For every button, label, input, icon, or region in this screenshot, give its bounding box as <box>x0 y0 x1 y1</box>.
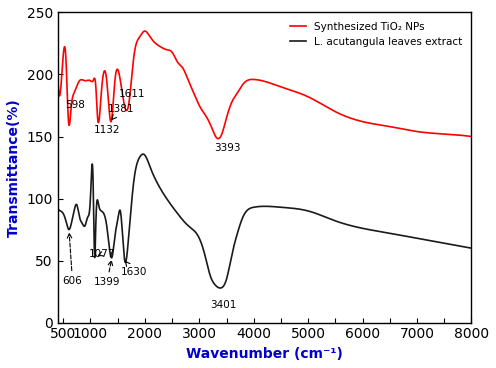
L. acutangula leaves extract <box>469 246 475 250</box>
Text: 1399: 1399 <box>94 261 120 287</box>
Synthesized TiO₂ NPs <box>215 137 221 141</box>
Text: 3393: 3393 <box>215 144 241 153</box>
L. acutangula leaves extract <box>140 152 146 156</box>
Synthesized TiO₂ NPs <box>395 126 401 130</box>
Synthesized TiO₂ NPs <box>213 135 219 139</box>
Y-axis label: Transmittance(%): Transmittance(%) <box>7 98 21 237</box>
Text: 3401: 3401 <box>210 300 237 310</box>
Synthesized TiO₂ NPs <box>142 29 148 33</box>
Text: 1630: 1630 <box>121 262 147 277</box>
Synthesized TiO₂ NPs <box>364 120 370 125</box>
L. acutangula leaves extract <box>324 215 330 220</box>
Text: 1077: 1077 <box>89 249 116 259</box>
Synthesized TiO₂ NPs <box>324 105 330 109</box>
Synthesized TiO₂ NPs <box>55 72 61 77</box>
Text: 1611: 1611 <box>119 89 146 99</box>
Text: 1132: 1132 <box>94 125 120 135</box>
X-axis label: Wavenumber (cm⁻¹): Wavenumber (cm⁻¹) <box>186 347 343 361</box>
L. acutangula leaves extract <box>130 187 136 191</box>
L. acutangula leaves extract <box>395 233 401 237</box>
L. acutangula leaves extract <box>55 206 61 211</box>
L. acutangula leaves extract <box>303 208 309 213</box>
Text: 606: 606 <box>62 234 82 286</box>
Line: Synthesized TiO₂ NPs: Synthesized TiO₂ NPs <box>58 31 472 139</box>
Text: 1381: 1381 <box>108 104 134 120</box>
Synthesized TiO₂ NPs <box>303 93 309 98</box>
L. acutangula leaves extract <box>364 227 370 231</box>
Legend: Synthesized TiO₂ NPs, L. acutangula leaves extract: Synthesized TiO₂ NPs, L. acutangula leav… <box>286 18 466 51</box>
L. acutangula leaves extract <box>213 283 219 288</box>
L. acutangula leaves extract <box>217 286 223 290</box>
Line: L. acutangula leaves extract: L. acutangula leaves extract <box>58 154 472 288</box>
Synthesized TiO₂ NPs <box>469 134 475 139</box>
Synthesized TiO₂ NPs <box>130 63 136 67</box>
Text: 598: 598 <box>65 100 85 110</box>
